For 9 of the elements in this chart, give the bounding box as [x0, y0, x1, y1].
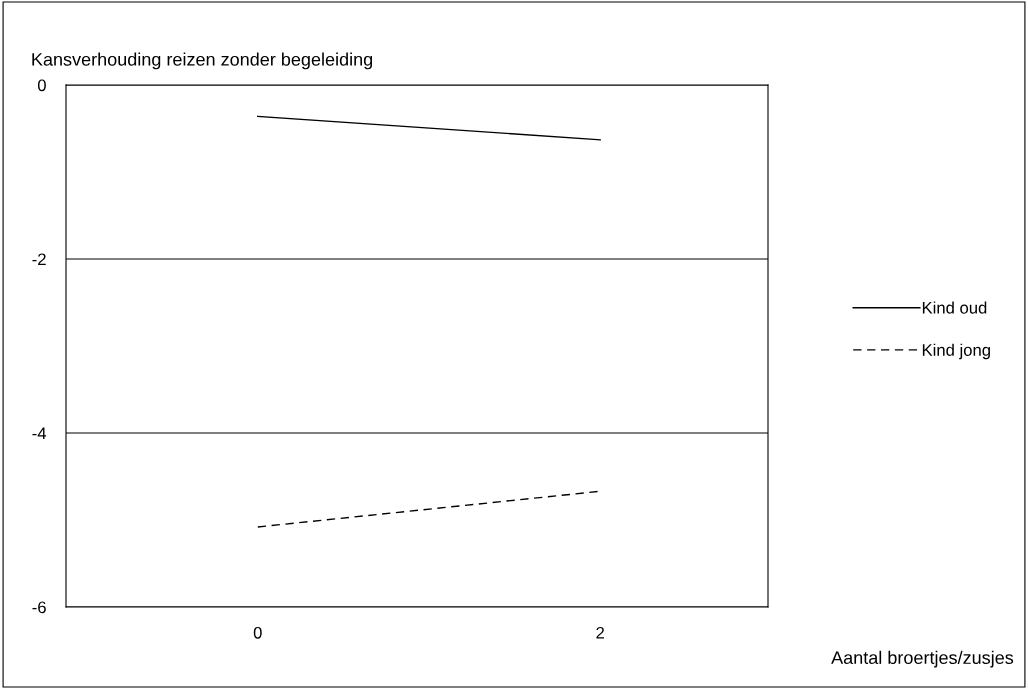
y-tick-label: -2: [32, 253, 46, 266]
x-axis-title: Aantal broertjes/zusjes: [831, 650, 1014, 668]
y-tick-label: -6: [32, 601, 46, 614]
legend-label: Kind jong: [922, 343, 990, 360]
y-axis-title: Kansverhouding reizen zonder begeleiding: [32, 52, 373, 70]
x-tick-label: 2: [596, 626, 604, 639]
y-tick-label: 0: [37, 79, 46, 92]
legend-label: Kind oud: [922, 301, 987, 314]
y-tick-label: -4: [32, 427, 47, 440]
